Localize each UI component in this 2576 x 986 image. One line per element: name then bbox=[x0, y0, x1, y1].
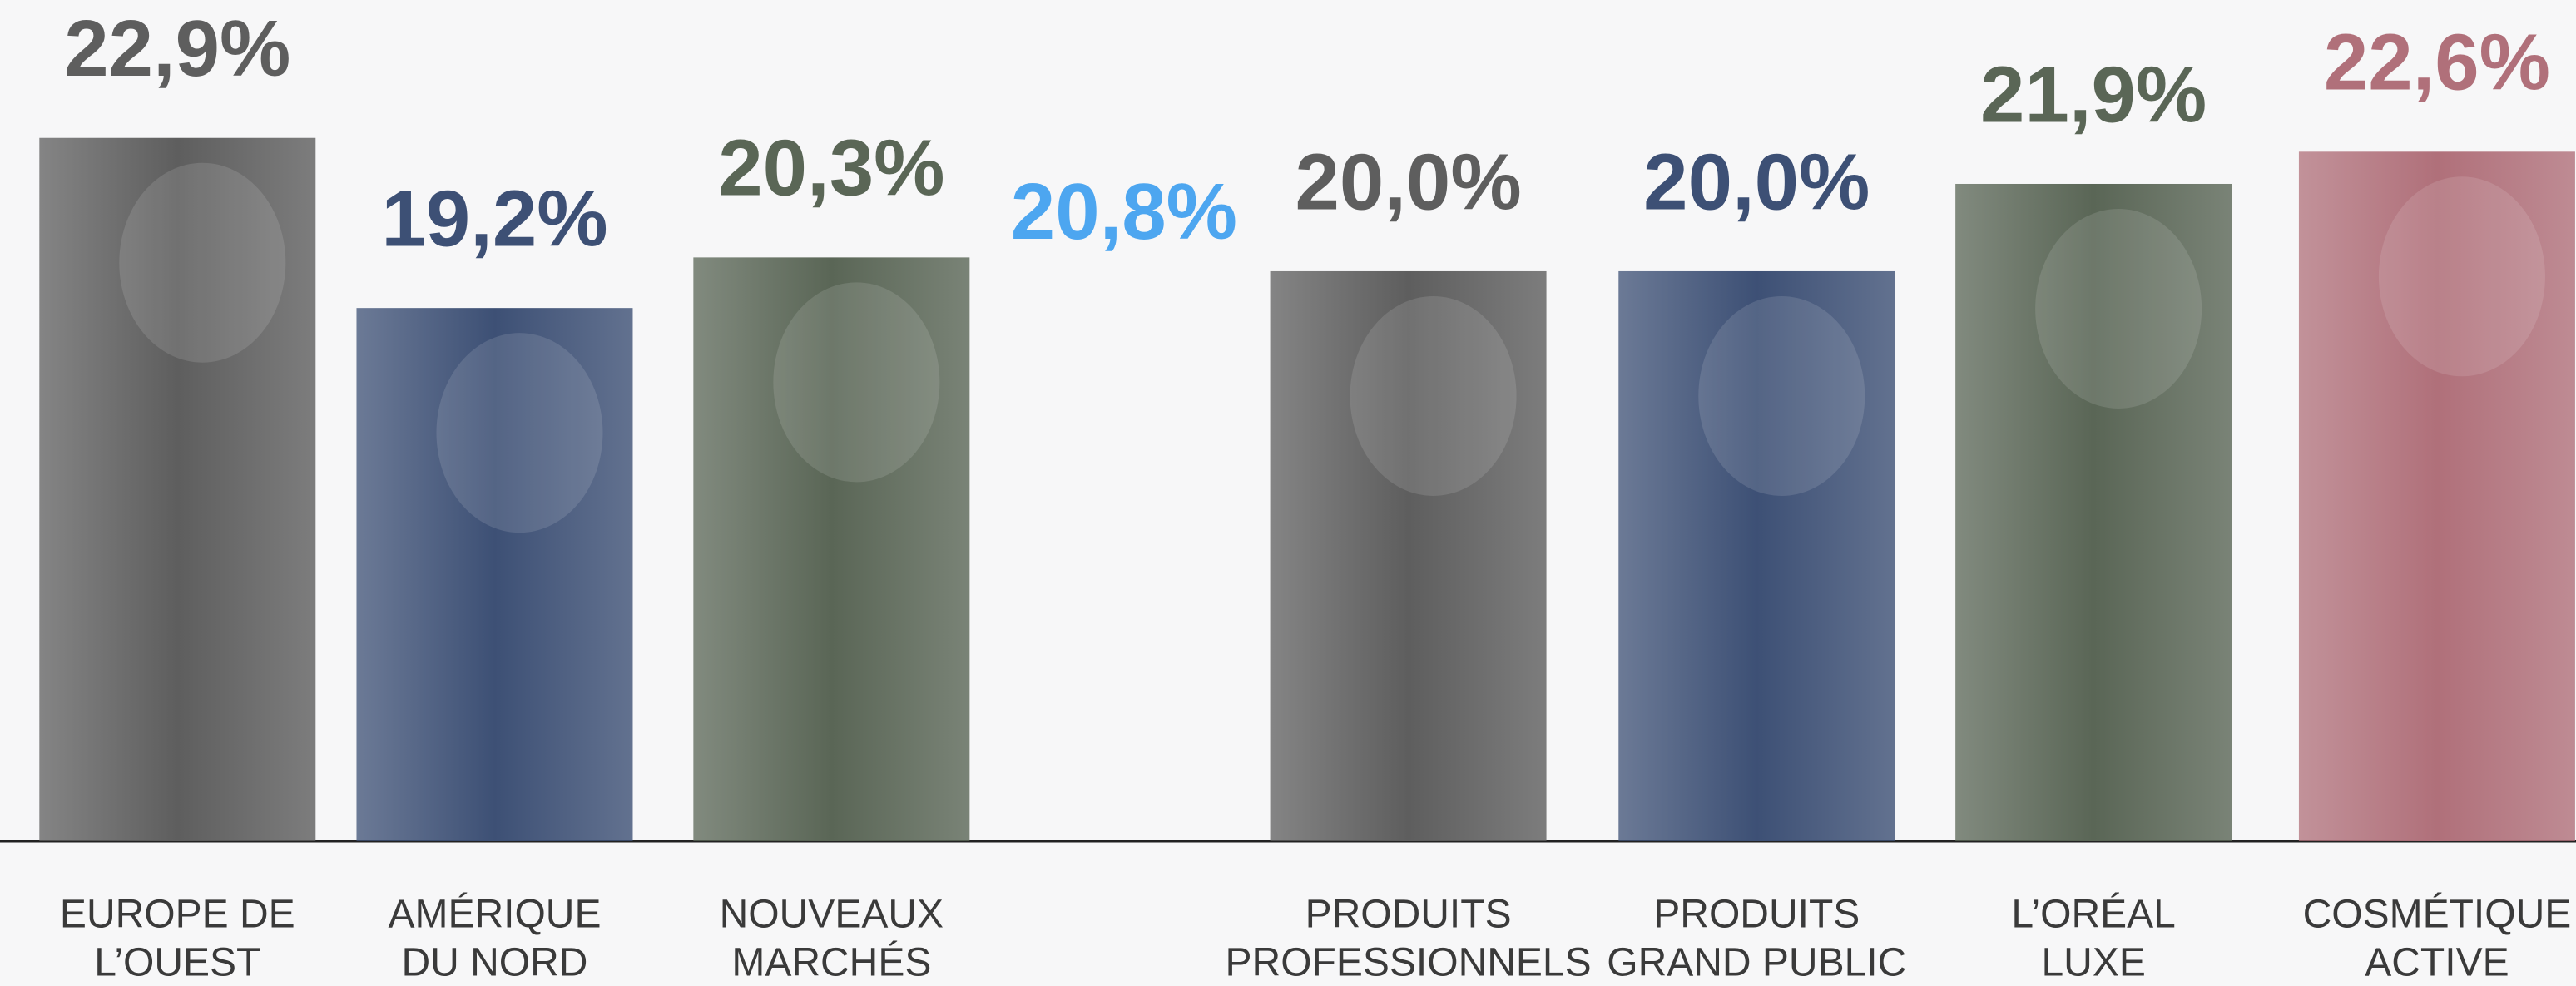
category-label: EUROPE DE bbox=[60, 893, 295, 937]
bar bbox=[1955, 183, 2232, 841]
bar bbox=[1618, 270, 1895, 841]
value-label: 19,2% bbox=[381, 175, 607, 264]
category-label: MARCHÉS bbox=[731, 941, 931, 985]
average-label: 20,8% bbox=[1011, 167, 1237, 256]
category-label: L’ORÉAL bbox=[2011, 893, 2175, 937]
bar bbox=[39, 137, 316, 842]
category-label: ACTIVE bbox=[2365, 941, 2509, 985]
bar bbox=[1270, 270, 1547, 841]
bar bbox=[693, 257, 970, 841]
value-label: 21,9% bbox=[1980, 50, 2207, 139]
bar-highlight bbox=[436, 333, 603, 533]
bar-highlight bbox=[119, 162, 286, 363]
category-label: COSMÉTIQUE bbox=[2303, 893, 2572, 937]
bar-highlight bbox=[2035, 208, 2202, 409]
value-label: 20,0% bbox=[1295, 137, 1521, 226]
category-label: LUXE bbox=[2041, 941, 2145, 985]
category-label: AMÉRIQUE bbox=[388, 893, 601, 937]
bar-highlight bbox=[2378, 176, 2545, 377]
category-label: PRODUITS bbox=[1305, 893, 1512, 937]
value-label: 20,0% bbox=[1643, 137, 1870, 226]
value-label: 22,9% bbox=[64, 4, 290, 93]
bar-highlight bbox=[1698, 295, 1865, 496]
bar bbox=[2298, 151, 2575, 842]
category-label: DU NORD bbox=[401, 941, 587, 985]
category-label: PROFESSIONNELS bbox=[1226, 941, 1592, 985]
bar-highlight bbox=[1350, 295, 1517, 496]
bar bbox=[356, 308, 633, 841]
category-label: L’OUEST bbox=[94, 941, 260, 985]
category-label: PRODUITS bbox=[1653, 893, 1860, 937]
category-label: GRAND PUBLIC bbox=[1607, 941, 1906, 985]
bar-highlight bbox=[773, 282, 940, 483]
value-label: 20,3% bbox=[718, 124, 944, 213]
value-label: 22,6% bbox=[2324, 18, 2550, 107]
category-label: NOUVEAUX bbox=[720, 893, 944, 937]
